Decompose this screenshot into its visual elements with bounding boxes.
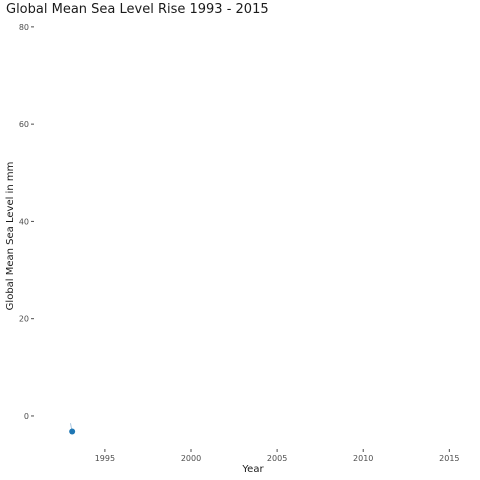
x-axis-title: Year — [241, 464, 264, 475]
x-tick-label: 2010 — [353, 454, 373, 463]
y-tick-label: 0 — [24, 412, 29, 421]
chart-title: Global Mean Sea Level Rise 1993 - 2015 — [6, 2, 269, 17]
x-tick-label: 1995 — [95, 454, 115, 463]
x-tick-label: 2015 — [439, 454, 459, 463]
sea-level-series — [69, 423, 76, 435]
y-tick-label: 20 — [19, 315, 29, 324]
x-tick-label: 2000 — [181, 454, 201, 463]
x-axis: 1995 2000 2005 2010 2015 — [95, 449, 460, 463]
sea-level-point — [69, 428, 76, 435]
x-tick-label: 2005 — [267, 454, 287, 463]
y-axis-title: Global Mean Sea Level in mm — [5, 162, 16, 311]
y-tick-label: 60 — [19, 120, 29, 129]
y-tick-label: 40 — [19, 217, 29, 226]
y-tick-label: 80 — [19, 23, 29, 32]
y-axis: 0 20 40 60 80 — [19, 23, 34, 421]
